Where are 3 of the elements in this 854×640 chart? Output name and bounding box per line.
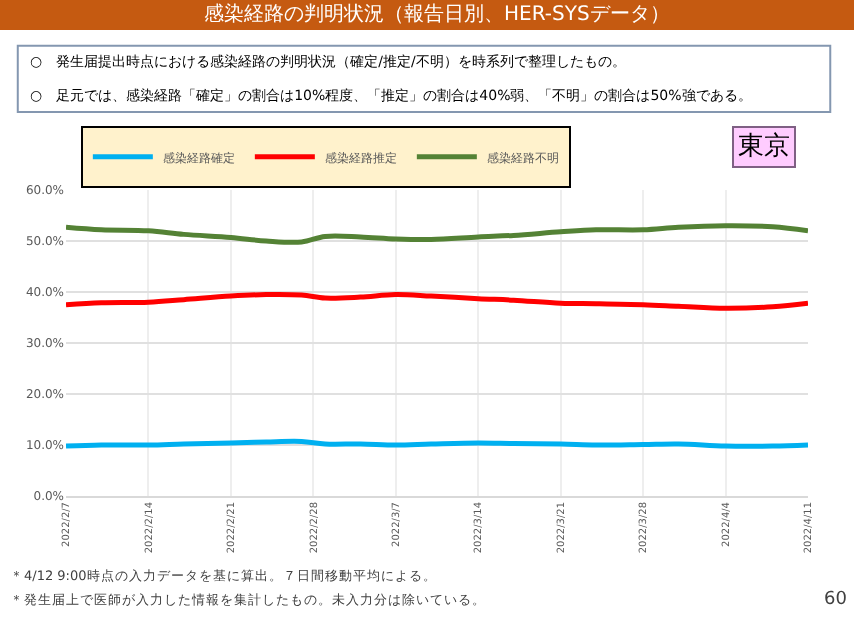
chart-title: 感染経路の判明状況（報告日別、HER-SYSデータ）: [204, 2, 670, 26]
text: 60: [824, 590, 848, 610]
text: 東京: [738, 132, 790, 162]
